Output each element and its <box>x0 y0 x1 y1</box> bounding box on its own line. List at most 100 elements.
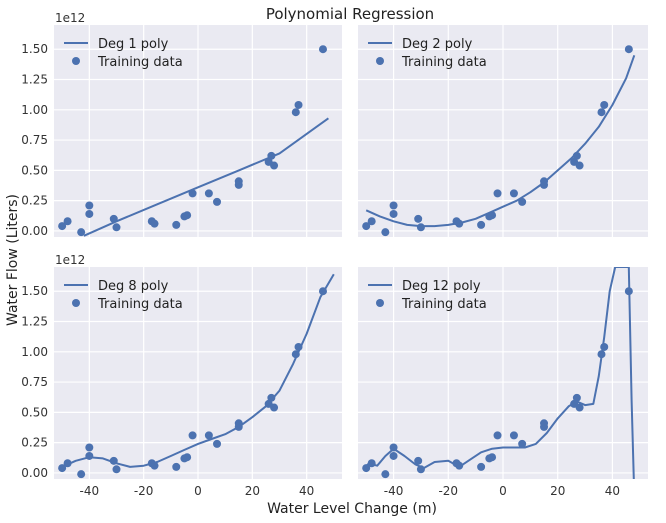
y-tick-label: 0.25 <box>21 194 48 208</box>
training-data-point <box>213 197 222 206</box>
x-tick-label: 40 <box>605 484 620 498</box>
training-data-point <box>575 403 584 412</box>
y-tick-label: 0.00 <box>21 224 48 238</box>
figure-title: Polynomial Regression <box>266 5 434 23</box>
training-data-point <box>183 453 192 462</box>
training-data-point <box>381 470 390 479</box>
subplot-grid: 0.00 0.25 0.50 0.75 1.00 1.25 1.50 Deg 1 poly Tr… <box>21 25 648 498</box>
training-data-point <box>63 459 72 468</box>
y-tick-label: 1.25 <box>21 315 48 329</box>
training-data-point <box>455 219 464 228</box>
training-data-point <box>188 431 197 440</box>
x-tick-label: 20 <box>245 484 260 498</box>
legend-points-label: Training data <box>97 55 183 70</box>
legend-points-label: Training data <box>97 297 183 312</box>
legend: Deg 2 poly Training data <box>368 37 487 70</box>
training-data-point <box>367 217 376 226</box>
subplot-2: Deg 2 poly Training data <box>358 25 648 237</box>
y-scale-label-bottom: 1e12 <box>55 253 85 267</box>
legend: Deg 12 poly Training data <box>368 279 487 312</box>
legend-point-swatch <box>72 57 80 65</box>
training-data-point <box>318 287 327 296</box>
legend-points-label: Training data <box>401 55 487 70</box>
regression-line <box>61 273 335 468</box>
training-data-point <box>488 453 497 462</box>
legend: Deg 1 poly Training data <box>64 37 183 70</box>
training-data-point <box>389 451 398 460</box>
training-data-point <box>58 222 67 231</box>
training-data-point <box>85 209 94 218</box>
training-data-point <box>234 177 243 186</box>
y-tick-label: 0.50 <box>21 163 48 177</box>
training-data-point <box>416 465 425 474</box>
training-data-point <box>540 419 549 428</box>
training-data-point <box>213 439 222 448</box>
subplot-3: 0.00 0.25 0.50 0.75 1.00 1.25 1.50 -40 -20 0 20 40 D… <box>21 267 342 498</box>
training-data-point <box>572 151 581 160</box>
training-data-point <box>367 459 376 468</box>
training-data-point <box>540 177 549 186</box>
legend-line-label: Deg 2 poly <box>402 37 473 52</box>
training-data-point <box>389 443 398 452</box>
x-tick-label: -40 <box>384 484 404 498</box>
training-data-point <box>204 431 213 440</box>
legend: Deg 8 poly Training data <box>64 279 183 312</box>
training-data-point <box>488 211 497 220</box>
x-tick-label: 0 <box>194 484 202 498</box>
training-data-point <box>414 214 423 223</box>
x-tick-label: -20 <box>134 484 154 498</box>
y-tick-label: 0.75 <box>21 375 48 389</box>
y-tick-label: 0.50 <box>21 405 48 419</box>
training-data-point <box>389 201 398 210</box>
training-data-point <box>518 197 527 206</box>
training-data-point <box>362 464 371 473</box>
subplot-1: 0.00 0.25 0.50 0.75 1.00 1.25 1.50 Deg 1 poly Tr… <box>21 25 342 238</box>
legend-line-label: Deg 8 poly <box>98 279 169 294</box>
training-data-point <box>234 419 243 428</box>
training-data-point <box>58 464 67 473</box>
training-data-point <box>77 470 86 479</box>
training-data-point <box>389 209 398 218</box>
training-data-point <box>624 287 633 296</box>
regression-line <box>365 54 636 228</box>
y-tick-label: 1.00 <box>21 345 48 359</box>
training-data-point <box>172 220 181 229</box>
figure-ylabel: Water Flow (Liters) <box>5 194 21 326</box>
training-data-point <box>518 439 527 448</box>
y-tick-label: 1.00 <box>21 103 48 117</box>
training-data-point <box>624 45 633 54</box>
legend-point-swatch <box>376 57 384 65</box>
x-tick-label: -20 <box>438 484 458 498</box>
training-data-point <box>150 461 159 470</box>
y-tick-label: 1.50 <box>21 284 48 298</box>
training-data-point <box>267 151 276 160</box>
training-data-point <box>509 431 518 440</box>
training-data-point <box>85 451 94 460</box>
training-data-point <box>109 456 118 465</box>
legend-points-label: Training data <box>401 297 487 312</box>
legend-line-label: Deg 1 poly <box>98 37 169 52</box>
training-data-point <box>477 462 486 471</box>
training-data-point <box>183 211 192 220</box>
training-data-point <box>112 465 121 474</box>
training-data-point <box>270 161 279 170</box>
y-tick-label: 0.25 <box>21 436 48 450</box>
training-data-point <box>267 393 276 402</box>
training-data-point <box>600 342 609 351</box>
training-data-point <box>188 189 197 198</box>
training-data-point <box>109 214 118 223</box>
legend-point-swatch <box>376 299 384 307</box>
y-tick-label: 1.25 <box>21 73 48 87</box>
training-data-point <box>509 189 518 198</box>
training-data-point <box>172 462 181 471</box>
y-tick-label: 0.00 <box>21 466 48 480</box>
training-data-point <box>63 217 72 226</box>
regression-line <box>362 267 635 479</box>
subplot-4: -40 -20 0 20 40 Deg 12 poly Training data <box>358 267 648 498</box>
x-tick-label: 20 <box>550 484 565 498</box>
training-data-point <box>381 228 390 237</box>
y-tick-label: 0.75 <box>21 133 48 147</box>
training-data-point <box>112 223 121 232</box>
training-data-point <box>600 100 609 109</box>
